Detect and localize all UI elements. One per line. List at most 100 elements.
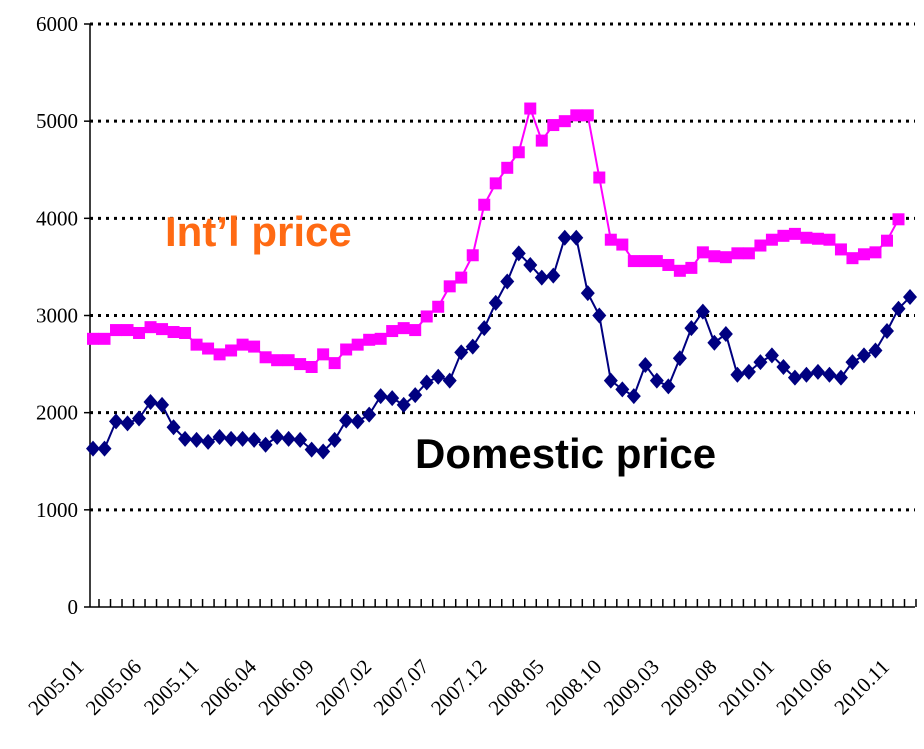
marker [800, 231, 813, 244]
x-tick-label: 2005.06 [81, 655, 146, 720]
marker [868, 342, 883, 359]
marker [638, 357, 653, 374]
marker [454, 344, 469, 361]
marker [627, 255, 640, 268]
marker [845, 354, 860, 371]
marker [189, 431, 204, 448]
marker [777, 229, 790, 242]
marker [753, 354, 768, 371]
marker [534, 269, 549, 286]
marker [718, 325, 733, 342]
marker [98, 332, 111, 345]
marker [143, 393, 158, 410]
marker [478, 198, 491, 211]
marker [409, 324, 422, 337]
marker [304, 441, 319, 458]
marker [362, 406, 377, 423]
marker [235, 430, 250, 447]
marker [121, 324, 134, 337]
marker [799, 366, 814, 383]
y-tick-label: 6000 [36, 12, 78, 36]
marker [132, 410, 147, 427]
marker [432, 300, 445, 313]
marker [593, 171, 606, 184]
marker [696, 246, 709, 259]
marker [155, 396, 170, 413]
marker [455, 271, 468, 284]
marker [443, 280, 456, 293]
y-tick-label: 5000 [36, 109, 78, 133]
series-label: Domestic price [415, 430, 716, 477]
marker [350, 413, 365, 430]
x-tick-label: 2010.11 [829, 655, 894, 720]
marker [282, 354, 295, 367]
marker [581, 109, 594, 122]
x-tick-label: 2009.08 [656, 655, 721, 720]
marker [167, 326, 180, 339]
marker [236, 338, 249, 351]
marker [316, 443, 331, 460]
marker [708, 250, 721, 263]
marker [856, 347, 871, 364]
x-tick-label: 2005.11 [139, 655, 204, 720]
marker [201, 433, 216, 450]
x-tick-label: 2008.05 [484, 655, 549, 720]
marker [685, 261, 698, 274]
marker [719, 251, 732, 264]
x-tick-label: 2006.09 [253, 655, 318, 720]
marker [787, 369, 802, 386]
marker [166, 419, 181, 436]
marker [466, 249, 479, 262]
series-label: Int’l price [165, 208, 352, 255]
marker [408, 387, 423, 404]
marker [294, 358, 307, 371]
marker [420, 310, 433, 323]
marker [396, 396, 411, 413]
marker [120, 415, 135, 432]
marker [604, 233, 617, 246]
marker [558, 115, 571, 128]
marker [811, 232, 824, 245]
marker [603, 372, 618, 389]
marker [869, 246, 882, 259]
marker [570, 109, 583, 122]
marker [731, 247, 744, 260]
marker [397, 322, 410, 335]
marker [764, 347, 779, 364]
x-tick-label: 2010.06 [771, 655, 836, 720]
marker [650, 255, 663, 268]
marker [626, 388, 641, 405]
marker [281, 430, 296, 447]
x-tick-label: 2009.03 [599, 655, 664, 720]
marker [110, 324, 123, 337]
marker [557, 229, 572, 246]
marker [385, 390, 400, 407]
marker [328, 357, 341, 370]
marker [327, 431, 342, 448]
marker [363, 333, 376, 346]
marker [880, 234, 893, 247]
marker [776, 358, 791, 375]
marker [592, 307, 607, 324]
marker [546, 267, 561, 284]
marker [156, 323, 169, 336]
marker [224, 430, 239, 447]
x-tick-label: 2007.02 [311, 655, 376, 720]
marker [672, 350, 687, 367]
marker [501, 161, 514, 174]
series-line [93, 236, 911, 453]
x-tick-label: 2007.07 [369, 655, 434, 720]
marker [857, 248, 870, 261]
marker [87, 332, 99, 345]
marker [535, 134, 548, 147]
marker [133, 326, 146, 339]
y-tick-label: 4000 [36, 206, 78, 230]
x-tick-label: 2007.12 [426, 655, 491, 720]
marker [144, 321, 157, 334]
y-tick-label: 1000 [36, 498, 78, 522]
marker [524, 102, 537, 115]
y-tick-label: 0 [68, 595, 79, 619]
marker [373, 388, 388, 405]
marker [86, 440, 100, 457]
marker [661, 378, 676, 395]
